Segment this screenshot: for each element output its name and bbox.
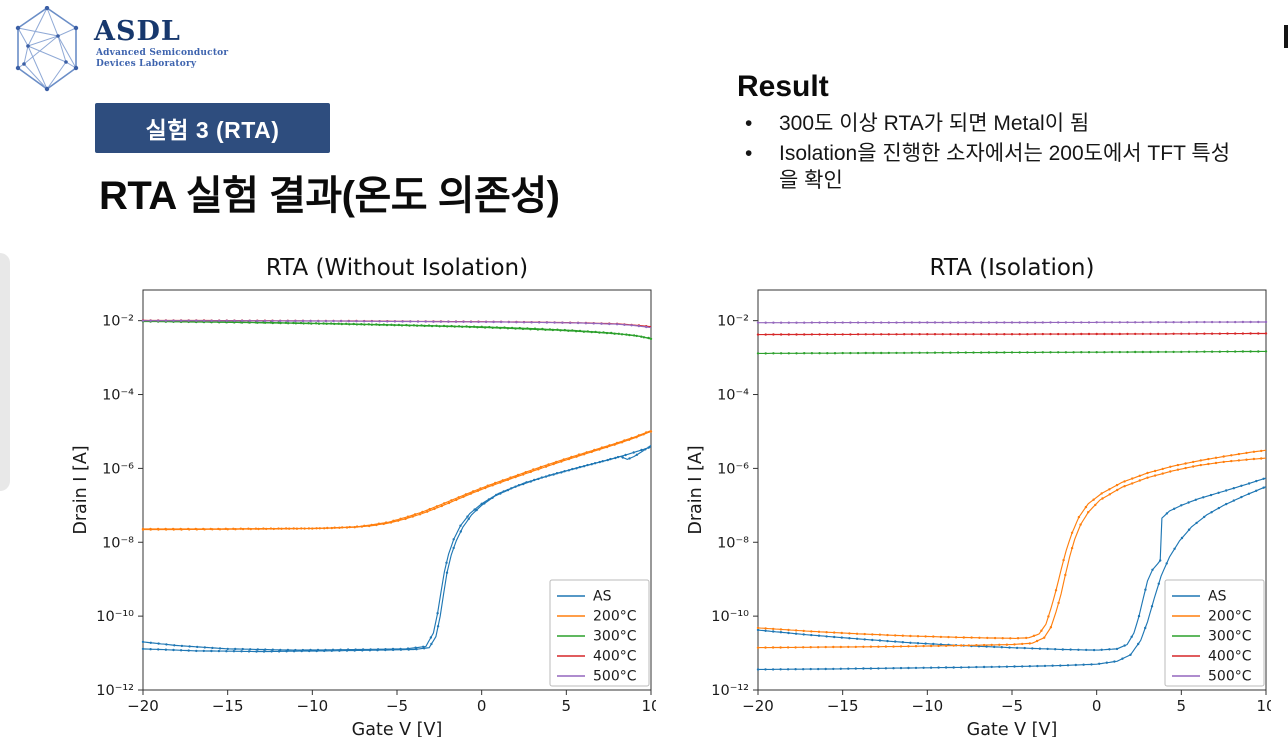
svg-text:−5: −5: [1001, 697, 1023, 715]
result-bullet-2-text: Isolation을 진행한 소자에서는 200도에서 TFT 특성을 확인: [779, 141, 1231, 193]
svg-text:10⁻¹²: 10⁻¹²: [96, 683, 134, 699]
asdl-logo: ASDL Advanced Semiconductor Devices Labo…: [12, 4, 272, 96]
svg-text:300°C: 300°C: [1208, 629, 1252, 645]
svg-text:500°C: 500°C: [1208, 669, 1252, 685]
svg-text:AS: AS: [1208, 589, 1227, 605]
svg-text:300°C: 300°C: [593, 629, 637, 645]
logo-subtitle-line2: Devices Laboratory: [96, 59, 197, 69]
svg-text:Drain I [A]: Drain I [A]: [686, 445, 706, 534]
svg-text:0: 0: [1092, 697, 1102, 715]
experiment-badge: 실험 3 (RTA): [95, 103, 330, 153]
left-edge-panel: [0, 253, 10, 491]
svg-text:5: 5: [562, 697, 572, 715]
result-bullet-2: • Isolation을 진행한 소자에서는 200도에서 TFT 특성을 확인: [737, 140, 1242, 195]
svg-text:10⁻¹⁰: 10⁻¹⁰: [96, 609, 134, 625]
result-bullet-1: • 300도 이상 RTA가 되면 Metal이 됨: [737, 110, 1242, 138]
svg-text:10: 10: [1256, 697, 1271, 715]
svg-text:−10: −10: [912, 697, 944, 715]
asdl-logo-icon: [15, 6, 79, 92]
svg-text:10⁻²: 10⁻²: [102, 314, 134, 330]
svg-text:Gate V [V]: Gate V [V]: [352, 720, 443, 737]
experiment-badge-label: 실험 3 (RTA): [145, 117, 280, 143]
svg-text:RTA (Without Isolation): RTA (Without Isolation): [266, 255, 528, 281]
top-right-clipped-glyph: [1284, 25, 1288, 48]
svg-text:500°C: 500°C: [593, 669, 637, 685]
svg-text:10⁻⁸: 10⁻⁸: [102, 535, 134, 551]
chart-without-isolation: RTA (Without Isolation) −20 −15 −10 −5 0 5 10 Ga…: [71, 255, 656, 737]
bullet-icon: •: [745, 141, 753, 165]
logo-subtitle: Advanced Semiconductor Devices Laborator…: [96, 48, 228, 70]
page-title: RTA 실험 결과(온도 의존성): [99, 174, 560, 218]
svg-text:10⁻⁶: 10⁻⁶: [102, 461, 134, 477]
svg-text:−15: −15: [827, 697, 859, 715]
svg-text:200°C: 200°C: [1208, 609, 1252, 625]
svg-text:0: 0: [477, 697, 487, 715]
svg-text:−5: −5: [386, 697, 408, 715]
svg-text:10⁻⁴: 10⁻⁴: [717, 388, 749, 404]
logo-acronym: ASDL: [94, 16, 181, 47]
svg-text:−20: −20: [742, 697, 774, 715]
result-block: Result • 300도 이상 RTA가 되면 Metal이 됨 • Isol…: [737, 70, 1277, 197]
bullet-icon: •: [745, 112, 753, 135]
svg-text:400°C: 400°C: [1208, 649, 1252, 665]
svg-text:RTA (Isolation): RTA (Isolation): [930, 255, 1095, 281]
svg-text:10⁻⁴: 10⁻⁴: [102, 388, 134, 404]
svg-text:−15: −15: [212, 697, 244, 715]
svg-text:−20: −20: [127, 697, 159, 715]
svg-text:10⁻²: 10⁻²: [717, 314, 749, 330]
svg-text:−10: −10: [297, 697, 329, 715]
svg-text:AS: AS: [593, 589, 612, 605]
svg-text:5: 5: [1177, 697, 1187, 715]
svg-text:10⁻¹⁰: 10⁻¹⁰: [711, 609, 749, 625]
logo-subtitle-line1: Advanced Semiconductor: [96, 48, 229, 58]
svg-text:10: 10: [641, 697, 656, 715]
chart-isolation: RTA (Isolation) −20 −15 −10 −5 0 5 10 Gate V [V]…: [686, 255, 1271, 737]
svg-text:Drain I [A]: Drain I [A]: [71, 445, 91, 534]
svg-text:10⁻¹²: 10⁻¹²: [711, 683, 749, 699]
svg-text:400°C: 400°C: [593, 649, 637, 665]
result-heading: Result: [737, 70, 829, 103]
result-bullet-1-text: 300도 이상 RTA가 되면 Metal이 됨: [779, 112, 1090, 135]
svg-text:10⁻⁶: 10⁻⁶: [717, 461, 749, 477]
svg-text:200°C: 200°C: [593, 609, 637, 625]
svg-text:10⁻⁸: 10⁻⁸: [717, 535, 749, 551]
svg-text:Gate V [V]: Gate V [V]: [967, 720, 1058, 737]
